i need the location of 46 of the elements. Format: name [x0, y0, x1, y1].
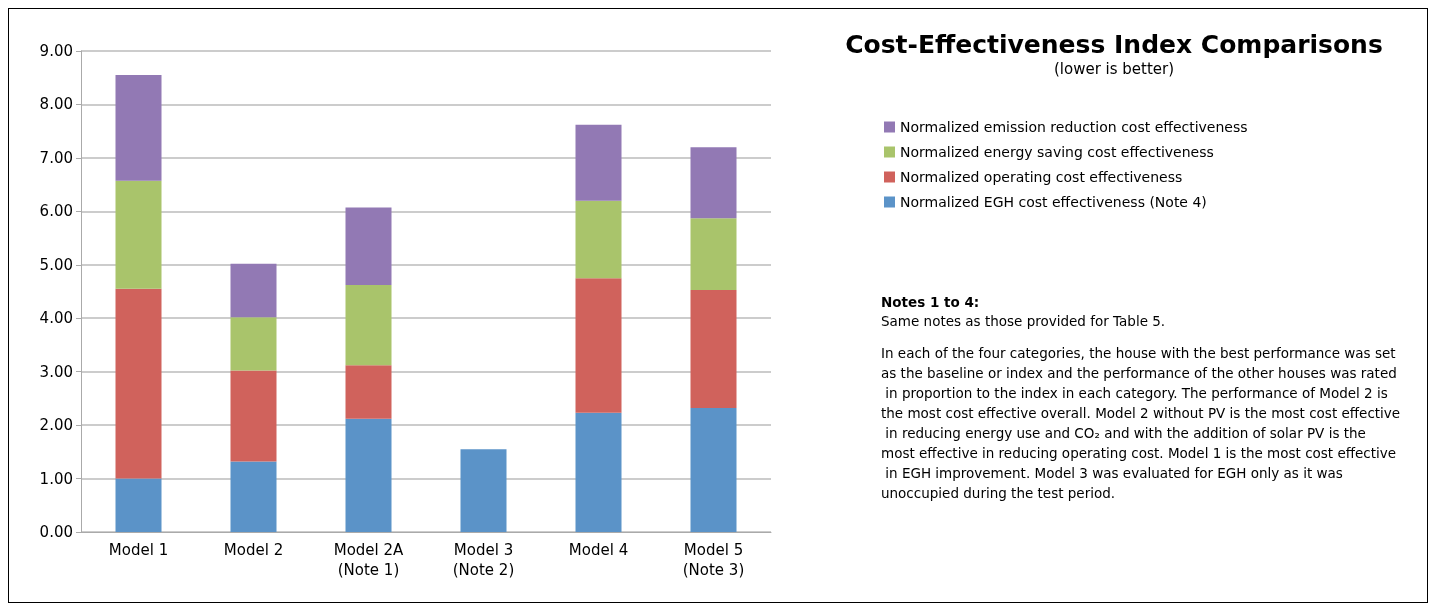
legend-label: Normalized emission reduction cost effectiveness — [900, 119, 1248, 135]
x-tick-label: Model 1 — [108, 541, 169, 559]
bar — [230, 461, 277, 532]
text: In each of the four categories, the house with the best performance was set as the baseline or index and the performance of the other houses was rated in proportion to the index in each category. The performance of Model 2 is the most cost effective overall. Model 2 without PV is the most cost effective in reducing energy use and CO₂ and with the addition of solar PV is the most effective in reducing operating cost. Model 1 is the most cost effective in EGH improvement. Model 3 was evaluated for EGH only as it was unoccupied during the test period. — [881, 345, 1401, 501]
bar — [345, 418, 392, 532]
bar — [345, 207, 392, 286]
bar — [345, 365, 392, 419]
bar — [690, 147, 737, 219]
x-tick-label: Model 3 (Note 2) — [452, 541, 515, 579]
bar — [115, 180, 162, 289]
y-tick-label: 7.00 — [39, 148, 73, 167]
bar — [575, 278, 622, 413]
x-tick-label: Model 2A (Note 1) — [333, 541, 405, 579]
y-tick-label: 3.00 — [39, 362, 73, 381]
y-tick-label: 1.00 — [39, 469, 73, 488]
y-tick-label: 8.00 — [39, 95, 73, 114]
legend-label: Normalized operating cost effectiveness — [900, 169, 1183, 185]
bar — [115, 75, 162, 181]
bar — [575, 412, 622, 532]
y-tick-label: 9.00 — [39, 42, 73, 60]
text: Same notes as those provided for Table 5. — [881, 313, 1166, 329]
y-tick-label: 2.00 — [39, 416, 73, 435]
bar — [575, 124, 622, 201]
text: (lower is better) — [1053, 59, 1175, 78]
bar — [230, 317, 277, 371]
bar — [690, 408, 737, 532]
bar — [230, 263, 277, 318]
legend-label: Normalized EGH cost effectiveness (Note 4) — [900, 194, 1207, 210]
x-tick-label: Model 2 — [223, 541, 284, 559]
bar — [575, 200, 622, 279]
bar — [230, 370, 277, 462]
bar — [460, 449, 507, 532]
y-tick-label: 6.00 — [39, 202, 73, 221]
text: Notes 1 to 4: — [881, 294, 980, 310]
y-tick-label: 5.00 — [39, 255, 73, 274]
bar — [115, 288, 162, 479]
text: Cost-Effectiveness Index Comparisons — [845, 30, 1383, 59]
x-tick-label: Model 5 (Note 3) — [682, 541, 745, 579]
bar — [690, 218, 737, 290]
bar — [690, 289, 737, 409]
legend-label: Normalized energy saving cost effectiveness — [900, 144, 1214, 160]
x-tick-label: Model 4 — [568, 541, 629, 559]
bar — [115, 478, 162, 532]
y-tick-label: 4.00 — [39, 309, 73, 328]
bar — [345, 285, 392, 366]
y-tick-label: 0.00 — [39, 523, 73, 541]
